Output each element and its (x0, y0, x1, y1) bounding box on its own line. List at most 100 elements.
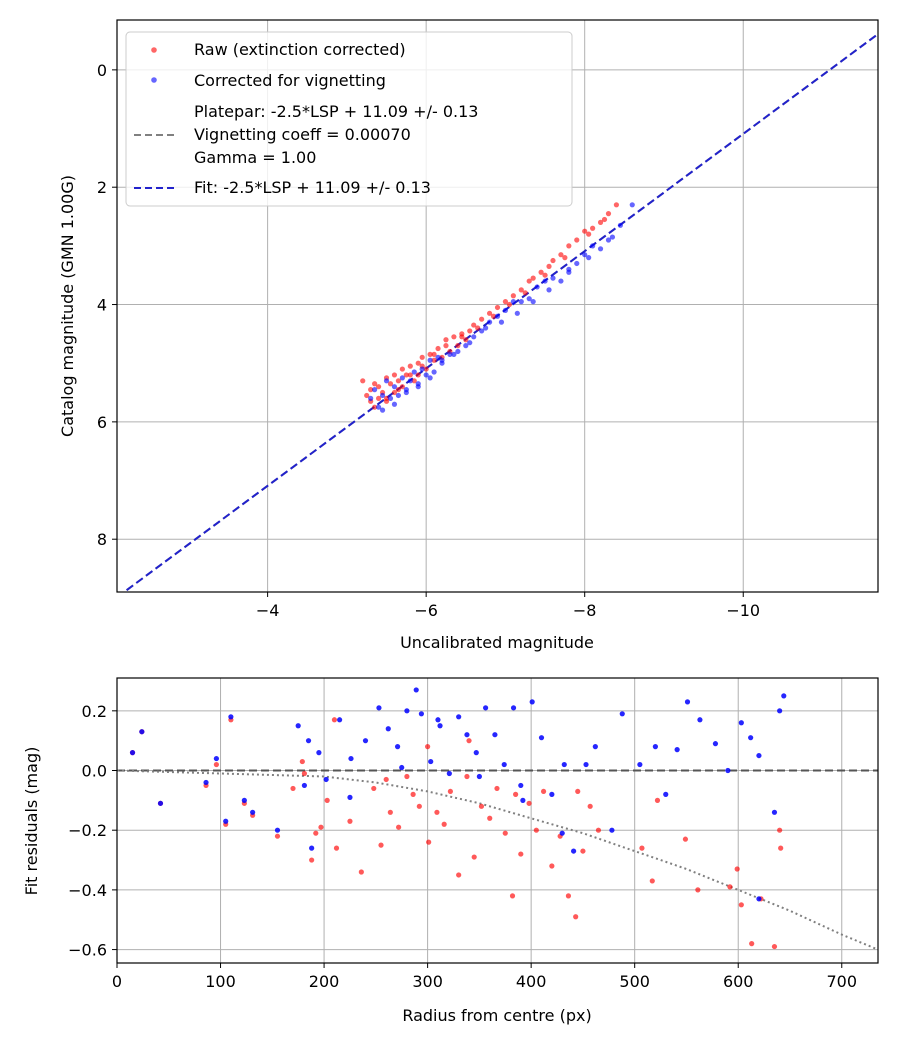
top-corrected-point (502, 307, 509, 313)
bottom-y-axis-label: Fit residuals (mag) (22, 747, 41, 896)
top-raw-point (605, 211, 612, 217)
top-raw-point (364, 392, 370, 399)
bottom-corrected-residual-point (777, 708, 783, 714)
top-corrected-point (439, 357, 445, 363)
bottom-corrected-residual-point (476, 773, 482, 780)
top-raw-point (423, 366, 429, 372)
bottom-y-tick-label: 0.2 (82, 702, 107, 721)
bottom-raw-residual-point (502, 830, 508, 836)
top-raw-point (415, 360, 421, 366)
bottom-raw-residual-point (494, 785, 500, 792)
legend-raw-marker (151, 47, 157, 53)
top-corrected-point (609, 234, 616, 240)
top-raw-point (467, 328, 473, 334)
bottom-corrected-residual-point (771, 809, 778, 815)
bottom-raw-residual-point (387, 809, 393, 815)
bottom-corrected-residual-point (781, 693, 787, 699)
bottom-corrected-residual-point (529, 699, 535, 705)
bottom-scatter-points (129, 687, 787, 950)
bottom-corrected-residual-point (725, 767, 731, 774)
top-corrected-point (629, 202, 635, 208)
bottom-corrected-residual-point (376, 705, 382, 711)
bottom-raw-residual-point (309, 857, 315, 863)
bottom-y-tick-label: −0.6 (68, 941, 107, 960)
bottom-raw-residual-point (487, 815, 493, 821)
bottom-corrected-residual-point (464, 732, 470, 738)
top-raw-point (435, 345, 441, 352)
top-x-axis-label: Uncalibrated magnitude (400, 633, 594, 652)
bottom-corrected-residual-point (583, 761, 589, 768)
top-raw-point (479, 316, 485, 322)
top-corrected-point (534, 284, 540, 290)
bottom-plot-frame (116, 677, 879, 964)
top-raw-point (586, 231, 592, 237)
bottom-corrected-residual-point (362, 738, 369, 744)
top-raw-point (459, 334, 465, 340)
top-corrected-point (447, 351, 453, 357)
bottom-corrected-residual-point (309, 845, 315, 851)
bottom-raw-residual-point (434, 809, 440, 815)
bottom-y-tick-label: 0.0 (82, 762, 107, 781)
top-corrected-point (483, 325, 489, 331)
bottom-raw-residual-point (518, 851, 524, 857)
bottom-corrected-residual-point (385, 726, 391, 732)
top-raw-point (375, 384, 382, 390)
bottom-corrected-residual-point (482, 705, 489, 711)
bottom-raw-residual-point (575, 788, 581, 795)
top-corrected-point (399, 375, 405, 381)
top-raw-point (475, 325, 481, 331)
top-raw-point (368, 387, 374, 393)
top-raw-point (558, 252, 564, 258)
top-corrected-point (383, 378, 390, 384)
bottom-raw-residual-point (587, 803, 593, 809)
bottom-raw-residual-point (749, 941, 755, 947)
bottom-corrected-residual-point (510, 705, 517, 711)
top-corrected-point (471, 334, 477, 340)
bottom-raw-residual-point (333, 845, 340, 851)
top-raw-point (518, 287, 524, 293)
top-raw-point (601, 216, 608, 223)
top-raw-point (463, 337, 469, 343)
bottom-raw-residual-point (654, 797, 661, 803)
top-corrected-point (375, 404, 382, 410)
top-raw-point (407, 372, 413, 378)
top-corrected-point (597, 246, 604, 252)
legend-box (125, 31, 573, 207)
bottom-corrected-residual-point (337, 717, 343, 723)
top-corrected-point (379, 407, 386, 413)
top-corrected-point (419, 366, 425, 372)
bottom-raw-residual-point (324, 797, 330, 803)
bottom-raw-residual-point (447, 788, 453, 795)
top-y-tick-label: 8 (97, 530, 107, 549)
top-raw-point (471, 322, 477, 328)
bottom-corrected-residual-point (418, 711, 424, 717)
bottom-corrected-residual-point (129, 750, 136, 756)
top-corrected-point (518, 299, 524, 305)
top-raw-point (391, 389, 398, 396)
top-raw-point (399, 366, 405, 372)
bottom-corrected-residual-point (473, 750, 479, 756)
bottom-raw-residual-point (318, 824, 324, 830)
top-corrected-point (590, 243, 596, 249)
bottom-corrected-residual-point (712, 741, 719, 747)
top-raw-point (566, 243, 572, 249)
bottom-corrected-residual-point (501, 761, 507, 768)
top-y-tick-label: 0 (97, 61, 107, 80)
bottom-corrected-residual-point (250, 809, 256, 815)
bottom-raw-residual-point (734, 866, 740, 872)
top-raw-point (395, 387, 402, 393)
bottom-raw-residual-point (777, 827, 783, 833)
top-x-axis-ticks: −4 −6 −8 −10 (256, 592, 760, 620)
bottom-corrected-residual-point (571, 848, 577, 854)
bottom-y-tick-label: −0.2 (68, 821, 107, 840)
bottom-corrected-residual-point (518, 782, 524, 789)
bottom-raw-residual-point (466, 738, 472, 744)
bottom-corrected-residual-point (316, 750, 322, 756)
top-raw-point (372, 404, 378, 410)
top-corrected-point (431, 369, 437, 375)
bottom-y-axis-ticks: 0.2 0.0 −0.2 −0.4 −0.6 (68, 702, 117, 960)
top-corrected-point (479, 328, 485, 334)
bottom-corrected-residual-point (428, 758, 434, 765)
top-y-axis-label: Catalog magnitude (GMN 1.00G) (58, 175, 77, 437)
bottom-corrected-residual-point (241, 797, 247, 803)
